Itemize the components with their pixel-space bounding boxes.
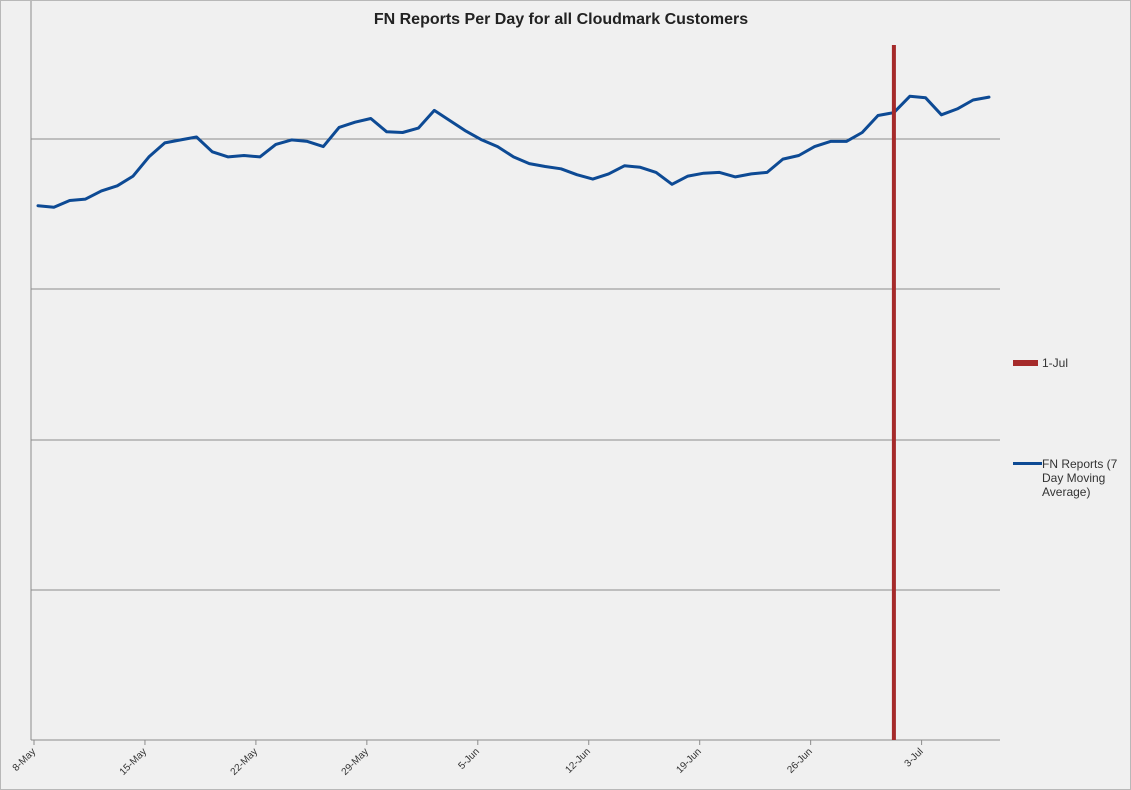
x-tick-label-8: 3-Jul bbox=[903, 746, 926, 769]
legend-swatch-1-jul bbox=[1013, 360, 1038, 366]
legend-label-fn-reports: FN Reports (7 Day Moving Average) bbox=[1042, 457, 1118, 499]
x-tick-label-1: 15-May bbox=[118, 746, 149, 777]
series-line-fn-reports bbox=[36, 94, 991, 209]
x-tick-label-3: 29-May bbox=[340, 746, 371, 777]
chart-title: FN Reports Per Day for all Cloudmark Cus… bbox=[373, 11, 749, 28]
x-tick-label-5: 12-Jun bbox=[563, 746, 592, 775]
x-tick-label-0: 8-May bbox=[11, 746, 38, 773]
x-tick-label-6: 19-Jun bbox=[674, 746, 703, 775]
legend-label-1-jul: 1-Jul bbox=[1042, 356, 1069, 370]
x-tick-label-7: 26-Jun bbox=[785, 746, 814, 775]
marker-bar-1-jul bbox=[891, 45, 896, 740]
x-tick-label-4: 5-Jun bbox=[456, 746, 481, 771]
legend-swatch-fn-reports bbox=[1013, 462, 1042, 465]
x-tick-label-2: 22-May bbox=[229, 746, 260, 777]
